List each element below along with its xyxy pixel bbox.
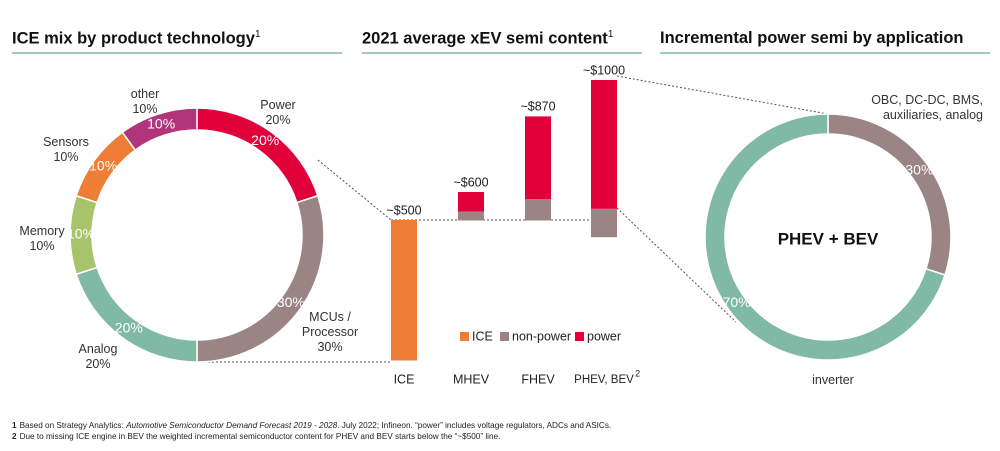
bar-segment xyxy=(591,80,617,209)
x-tick-label: PHEV, BEV xyxy=(574,374,634,386)
connector xyxy=(317,159,392,221)
category-name: Memory xyxy=(19,224,65,238)
title-text: Incremental power semi by application xyxy=(660,29,964,47)
chart-title: 2021 average xEV semi content1 xyxy=(362,29,613,49)
category-note: 2 xyxy=(635,368,640,378)
legend-swatch xyxy=(575,332,584,341)
category-name: Analog xyxy=(78,342,118,356)
segment-label: inverter xyxy=(793,373,873,388)
title-text: 2021 average xEV semi content xyxy=(362,29,608,48)
segment-value-label: 10% xyxy=(147,115,175,131)
footnote-marker: 1 xyxy=(12,421,17,430)
category-value: 20% xyxy=(85,357,111,371)
segment-value-label: 10% xyxy=(89,158,117,174)
segment-value-label: 20% xyxy=(115,320,143,336)
donut-segment xyxy=(827,113,952,276)
category-value: 10% xyxy=(53,150,79,164)
category-name: Power xyxy=(260,98,296,112)
legend-label: non-power xyxy=(512,329,571,343)
segment-value-label: 20% xyxy=(251,132,279,148)
total-label: ~$1000 xyxy=(583,63,625,77)
segment-value-label: 30% xyxy=(277,294,305,310)
bar-segment xyxy=(591,208,617,237)
center-label: PHEV + BEV xyxy=(778,229,879,248)
footnote-marker: 2 xyxy=(12,432,17,441)
segment-label: MCUs / Processor 30% xyxy=(295,310,365,355)
total-label: ~$500 xyxy=(386,203,421,217)
chart-title: Incremental power semi by application xyxy=(660,29,964,48)
bar-segment xyxy=(391,220,417,360)
category-name: other xyxy=(130,87,160,101)
category-value: 30% xyxy=(317,340,343,354)
bar-segment xyxy=(525,116,551,199)
category-value: 10% xyxy=(29,239,55,253)
title-note: 1 xyxy=(607,29,614,40)
x-tick-label-part: PHEV, BEV xyxy=(574,374,634,386)
footnote: 1 Based on Strategy Analytics: Automotive… xyxy=(12,421,611,430)
segment-label: Sensors 10% xyxy=(36,135,96,165)
segment-label: Power 20% xyxy=(248,98,308,128)
category-name: MCUs / Processor xyxy=(301,310,359,339)
footnote-text: . July 2022; Infineon. “power” includes … xyxy=(337,421,612,430)
connector xyxy=(616,75,829,115)
legend-label: power xyxy=(587,329,621,343)
donut-segment xyxy=(704,113,946,361)
total-label: ~$600 xyxy=(453,175,488,189)
segment-value-label: 30% xyxy=(905,161,933,177)
category-name: OBC, DC-DC, BMS, auxiliaries, analog xyxy=(871,93,983,122)
footnote-text: Based on Strategy Analytics: xyxy=(19,421,127,430)
connector xyxy=(616,207,737,323)
chart-title: ICE mix by product technology1 xyxy=(12,29,261,49)
title-note: 1 xyxy=(254,29,261,40)
legend-label: ICE xyxy=(472,329,493,343)
x-tick-label: ICE xyxy=(394,372,415,386)
legend-swatch xyxy=(460,332,469,341)
segment-label: other 10% xyxy=(115,87,175,117)
category-value: 10% xyxy=(132,102,158,116)
footnote-text: Automotive Semiconductor Demand Forecast… xyxy=(126,421,338,430)
title-text: ICE mix by product technology xyxy=(12,29,255,48)
bar-segment xyxy=(525,199,551,220)
bar-segment xyxy=(458,211,484,220)
x-tick-label: FHEV xyxy=(521,372,555,386)
donut-segment xyxy=(121,107,198,152)
segment-value-label: 10% xyxy=(67,226,95,242)
category-name: inverter xyxy=(812,373,854,387)
legend-swatch xyxy=(500,332,509,341)
segment-label: Memory 10% xyxy=(12,224,72,254)
category-name: Sensors xyxy=(43,135,89,149)
x-tick-label: MHEV xyxy=(453,372,490,386)
category-value: 20% xyxy=(265,113,291,127)
segment-label: OBC, DC-DC, BMS, auxiliaries, analog xyxy=(853,93,983,123)
bar-segment xyxy=(458,192,484,212)
footnote: 2 Due to missing ICE engine in BEV the we… xyxy=(12,432,500,441)
segment-value-label: 70% xyxy=(723,294,751,310)
total-label: ~$870 xyxy=(520,100,555,114)
segment-label: Analog 20% xyxy=(68,342,128,372)
footnote-text: Due to missing ICE engine in BEV the wei… xyxy=(19,432,501,441)
